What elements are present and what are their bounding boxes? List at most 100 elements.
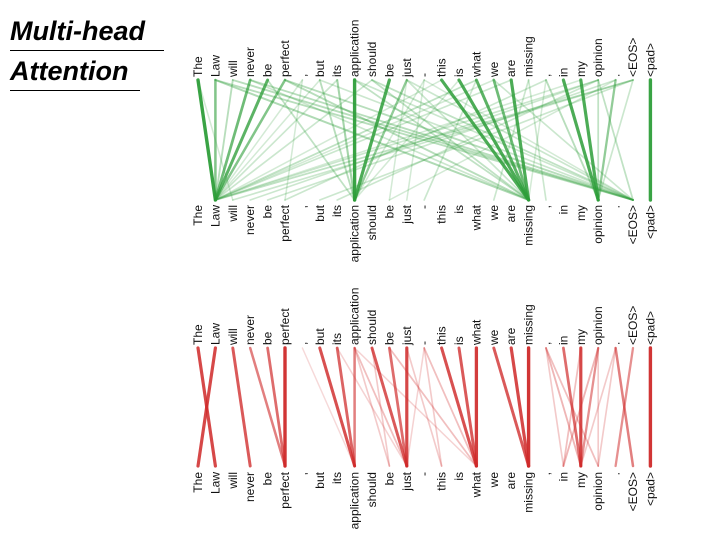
- head-red-top-token: be: [382, 331, 396, 345]
- head-green-link-58: [318, 79, 634, 201]
- head-red-link-34: [545, 347, 600, 467]
- head-green-top-token: <pad>: [643, 43, 657, 77]
- head-green-bottom-token: be: [382, 205, 396, 219]
- head-green-bottom-token: .: [609, 205, 623, 208]
- head-red-link-36: [562, 347, 600, 467]
- head-red-top-token: will: [226, 328, 240, 346]
- head-red-top-token: just: [400, 326, 414, 346]
- head-green-bottom-token: missing: [522, 205, 536, 246]
- head-red-link-1: [196, 346, 217, 468]
- head-green-top-token: but: [313, 60, 327, 77]
- head-green-link-55: [249, 79, 600, 201]
- title-attention: Attention: [10, 56, 129, 86]
- head-green-link-27: [492, 78, 530, 202]
- head-green-link-66: [388, 79, 408, 201]
- head-green-bottom-token: just: [400, 204, 414, 224]
- head-green-bottom-token: Law: [208, 205, 222, 227]
- head-green-link-47: [371, 79, 634, 201]
- head-red-bottom-token: missing: [522, 472, 536, 513]
- head-green-bottom-token: <EOS>: [626, 205, 640, 244]
- head-red-link-6: [318, 346, 357, 468]
- head-green-top-token: perfect: [278, 40, 292, 77]
- head-green-link-37: [579, 78, 600, 202]
- head-red-bottom-token: will: [226, 472, 240, 490]
- head-green-link-6: [214, 79, 304, 201]
- head-red-link-15: [492, 346, 531, 468]
- head-green-link-62: [492, 79, 530, 201]
- head-green-link-33: [353, 79, 530, 201]
- head-red-link-41: [301, 347, 356, 467]
- head-green-top-token: ,: [539, 74, 553, 77]
- head-green-link-24: [440, 78, 531, 202]
- head-green-link-48: [423, 79, 634, 201]
- head-red-top-token: we: [487, 329, 501, 346]
- head-red-link-18: [562, 346, 583, 468]
- head-red-bottom-token: .: [609, 472, 623, 475]
- head-red-top-token: be: [261, 331, 275, 345]
- head-green-top-token: is: [452, 68, 466, 77]
- head-red-bottom-token: be: [261, 472, 275, 486]
- head-red-link-4: [266, 346, 287, 468]
- head-red-link-3: [248, 346, 287, 468]
- head-red-link-12: [440, 346, 478, 468]
- head-red-top-token: this: [435, 326, 449, 345]
- head-green-link-35: [527, 79, 547, 201]
- head-green-link-23: [353, 79, 460, 201]
- head-green-top-token: missing: [522, 36, 536, 77]
- head-red-top-token: is: [452, 336, 466, 345]
- head-green-link-50: [597, 79, 634, 201]
- head-green-bottom-token: this: [435, 205, 449, 224]
- head-green-link-15: [214, 79, 600, 201]
- head-green-top-token: should: [365, 42, 379, 77]
- head-red-bottom-token: opinion: [591, 472, 605, 511]
- head-green-top-token: -: [417, 73, 431, 77]
- head-green-bottom-token: -: [417, 205, 431, 209]
- head-green-link-43: [284, 79, 634, 201]
- head-green-link-3: [214, 78, 252, 202]
- head-green-link-18: [336, 78, 356, 202]
- head-green-bottom-token: opinion: [591, 205, 605, 244]
- head-green-bottom-token: perfect: [278, 204, 292, 241]
- head-green-link-53: [214, 79, 634, 201]
- head-green-top-token: be: [261, 63, 275, 77]
- head-green-bottom-token: are: [504, 205, 518, 223]
- head-red-link-28: [388, 347, 478, 467]
- head-red-top-token: in: [556, 336, 570, 345]
- head-red-top-token: ,: [295, 342, 309, 345]
- head-green-link-41: [597, 79, 634, 201]
- head-green-top-token: application: [348, 20, 362, 77]
- head-red-bottom-token: -: [417, 472, 431, 476]
- head-red-link-30: [423, 347, 478, 467]
- head-red-link-26: [353, 347, 408, 467]
- head-red-bottom-token: perfect: [278, 471, 292, 508]
- head-green-top-token: Law: [208, 55, 222, 77]
- head-red-link-9: [370, 346, 409, 468]
- head-green-link-36: [561, 78, 600, 202]
- head-red-top-token: should: [365, 310, 379, 345]
- head-green-bottom-token: ,: [295, 205, 309, 208]
- head-green-link-59: [336, 79, 600, 201]
- head-red-link-38: [579, 347, 617, 467]
- head-green-link-22: [353, 79, 425, 201]
- head-red-link-29: [405, 347, 443, 467]
- head-green-link-67: [406, 79, 425, 201]
- head-green-top-token: ,: [295, 74, 309, 77]
- head-green-bottom-token: ,: [539, 205, 553, 208]
- title-underline-2: [10, 90, 140, 91]
- head-red-top-token: The: [191, 324, 205, 345]
- head-red-bottom-token: in: [556, 472, 570, 481]
- head-red-bottom-token: Law: [208, 472, 222, 494]
- title-multi-head: Multi-head: [10, 16, 145, 46]
- head-red-link-27: [371, 347, 391, 467]
- head-green-link-14: [214, 79, 582, 201]
- head-red-bottom-token: The: [191, 472, 205, 493]
- head-red-top-token: never: [243, 315, 257, 345]
- head-red-link-2: [231, 346, 252, 468]
- head-red-top-token: .: [609, 342, 623, 345]
- head-red-top-token: its: [330, 333, 344, 345]
- head-green-link-42: [249, 79, 634, 201]
- head-green-link-26: [474, 78, 531, 202]
- head-green-link-63: [527, 79, 547, 201]
- head-red-bottom-token: is: [452, 472, 466, 481]
